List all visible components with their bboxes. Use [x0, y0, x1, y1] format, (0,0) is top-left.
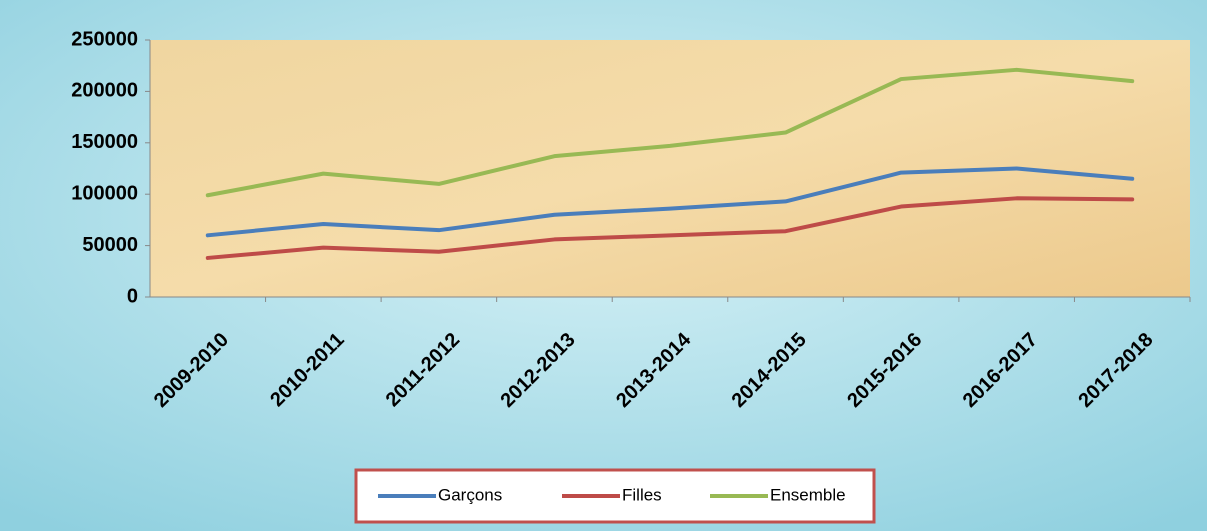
legend-label: Garçons	[438, 485, 502, 504]
y-tick-label: 150000	[71, 131, 138, 153]
line-series	[205, 67, 1135, 198]
y-tick-label: 0	[127, 285, 138, 307]
y-tick-label: 100000	[71, 182, 138, 204]
y-tick-label: 250000	[71, 28, 138, 50]
y-tick-label: 50000	[82, 234, 138, 256]
line-series	[205, 166, 1135, 238]
legend-label: Filles	[622, 485, 662, 504]
legend	[354, 468, 876, 524]
legend-label: Ensemble	[770, 485, 846, 504]
line-series	[205, 196, 1135, 260]
y-tick-label: 200000	[71, 80, 138, 102]
